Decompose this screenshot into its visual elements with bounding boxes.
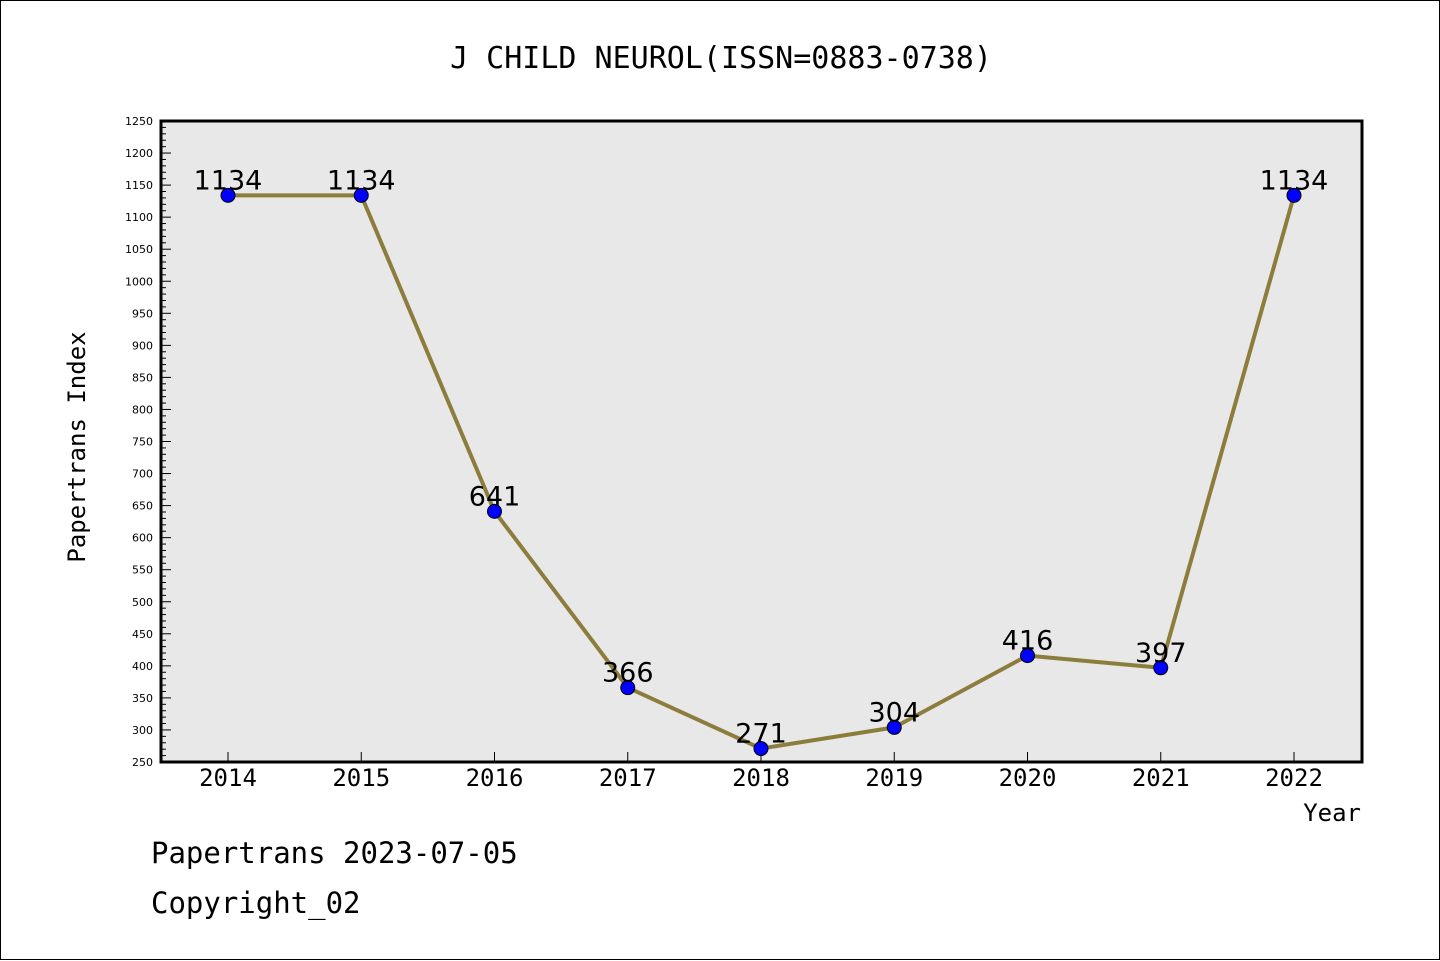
chart-title: J CHILD NEUROL(ISSN=0883-0738) [450, 41, 992, 76]
plot-area [159, 119, 1364, 764]
data-point [220, 187, 236, 203]
data-point [753, 741, 769, 757]
y-tick-label: 1200 [125, 147, 153, 160]
data-point [1153, 660, 1169, 676]
y-tick-label: 250 [132, 756, 153, 769]
data-point [1286, 187, 1302, 203]
x-tick-label: 2015 [332, 764, 390, 792]
y-tick-label: 400 [132, 660, 153, 673]
y-tick-label: 750 [132, 436, 153, 449]
data-point [487, 503, 502, 519]
y-tick-label: 950 [132, 307, 153, 320]
data-point [1020, 648, 1035, 664]
y-tick-label: 850 [132, 371, 153, 384]
y-tick-label: 900 [132, 339, 153, 352]
y-tick-label: 800 [132, 403, 153, 416]
y-tick-label: 350 [132, 692, 153, 705]
y-tick-label: 500 [132, 596, 153, 609]
y-tick-label: 650 [132, 500, 153, 513]
data-point [886, 719, 902, 735]
x-tick-label: 2019 [865, 764, 923, 792]
x-tick-label: 2014 [199, 764, 257, 792]
y-tick-label: 600 [132, 532, 153, 545]
x-tick-label: 2020 [999, 764, 1057, 792]
y-tick-label: 1050 [125, 243, 153, 256]
data-point [353, 187, 369, 203]
data-label: 397 [1135, 638, 1187, 669]
x-tick-label: 2021 [1132, 764, 1190, 792]
data-point [620, 680, 636, 696]
footer-date: Papertrans 2023-07-05 [151, 836, 518, 870]
data-label: 271 [735, 719, 787, 750]
data-label: 304 [868, 697, 920, 728]
y-tick-label: 1000 [125, 275, 153, 288]
data-label: 366 [602, 658, 654, 689]
x-tick-label: 2016 [466, 764, 524, 792]
data-label: 1134 [194, 165, 263, 196]
x-axis: 2014 2015 2016 2017 2018 2019 2020 2021 2022 [199, 752, 1323, 792]
y-tick-label: 450 [132, 628, 153, 641]
data-label: 1134 [327, 165, 396, 196]
data-points [220, 187, 1302, 757]
y-axis-label: Papertrans Index [63, 331, 91, 562]
y-tick-label: 1250 [125, 115, 153, 128]
y-axis: 250 300 350 400 450 500 550 600 650 700 750 800 850 9… [125, 115, 171, 769]
y-tick-label: 700 [132, 468, 153, 481]
y-tick-label: 1100 [125, 211, 153, 224]
x-tick-label: 2022 [1265, 764, 1323, 792]
y-tick-label: 300 [132, 724, 153, 737]
x-tick-label: 2018 [732, 764, 790, 792]
footer-copyright: Copyright_02 [151, 886, 361, 920]
data-label: 641 [469, 481, 521, 512]
data-label: 1134 [1260, 165, 1329, 196]
y-tick-label: 1150 [125, 179, 153, 192]
data-labels-group: 1134 1134 641 366 271 304 416 397 1134 [194, 165, 1329, 749]
y-tick-label: 550 [132, 564, 153, 577]
x-tick-label: 2017 [599, 764, 657, 792]
data-label: 416 [1002, 626, 1054, 657]
x-axis-label: Year [1303, 799, 1361, 827]
